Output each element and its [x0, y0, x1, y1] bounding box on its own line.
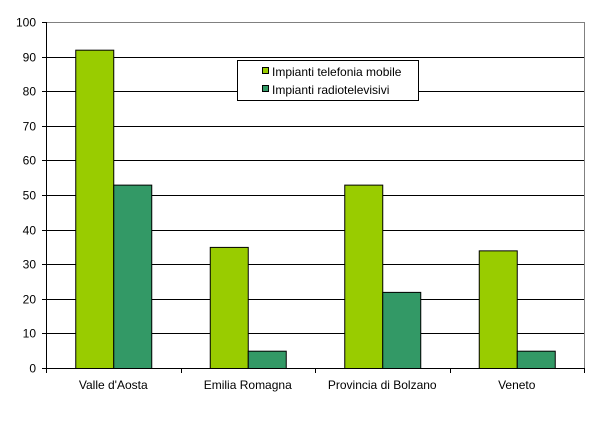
- bar: [382, 291, 422, 370]
- legend-swatch: [262, 67, 269, 74]
- legend-label: Impianti radiotelevisivi: [272, 83, 389, 97]
- bar: [478, 250, 518, 369]
- y-tick-label: 80: [23, 85, 37, 99]
- bar: [209, 246, 249, 369]
- bar: [344, 184, 384, 369]
- y-tick-label: 90: [23, 51, 37, 65]
- x-tick-label: Veneto: [498, 378, 536, 392]
- y-tick-label: 20: [23, 293, 37, 307]
- y-tick-label: 10: [23, 327, 37, 341]
- x-tick-label: Valle d'Aosta: [79, 378, 148, 392]
- x-tick-label: Emilia Romagna: [204, 378, 292, 392]
- legend-label: Impianti telefonia mobile: [272, 65, 402, 79]
- y-tick-label: 0: [29, 362, 36, 376]
- y-tick-label: 30: [23, 258, 37, 272]
- y-tick-label: 60: [23, 154, 37, 168]
- bar: [75, 49, 115, 370]
- y-tick-label: 100: [16, 16, 36, 30]
- bar: [113, 184, 153, 369]
- legend-swatch: [262, 85, 269, 92]
- y-tick-label: 40: [23, 224, 37, 238]
- y-tick-label: 70: [23, 120, 37, 134]
- bar: [247, 350, 287, 370]
- x-tick-label: Provincia di Bolzano: [328, 378, 437, 392]
- y-tick-label: 50: [23, 189, 37, 203]
- bar: [516, 350, 556, 370]
